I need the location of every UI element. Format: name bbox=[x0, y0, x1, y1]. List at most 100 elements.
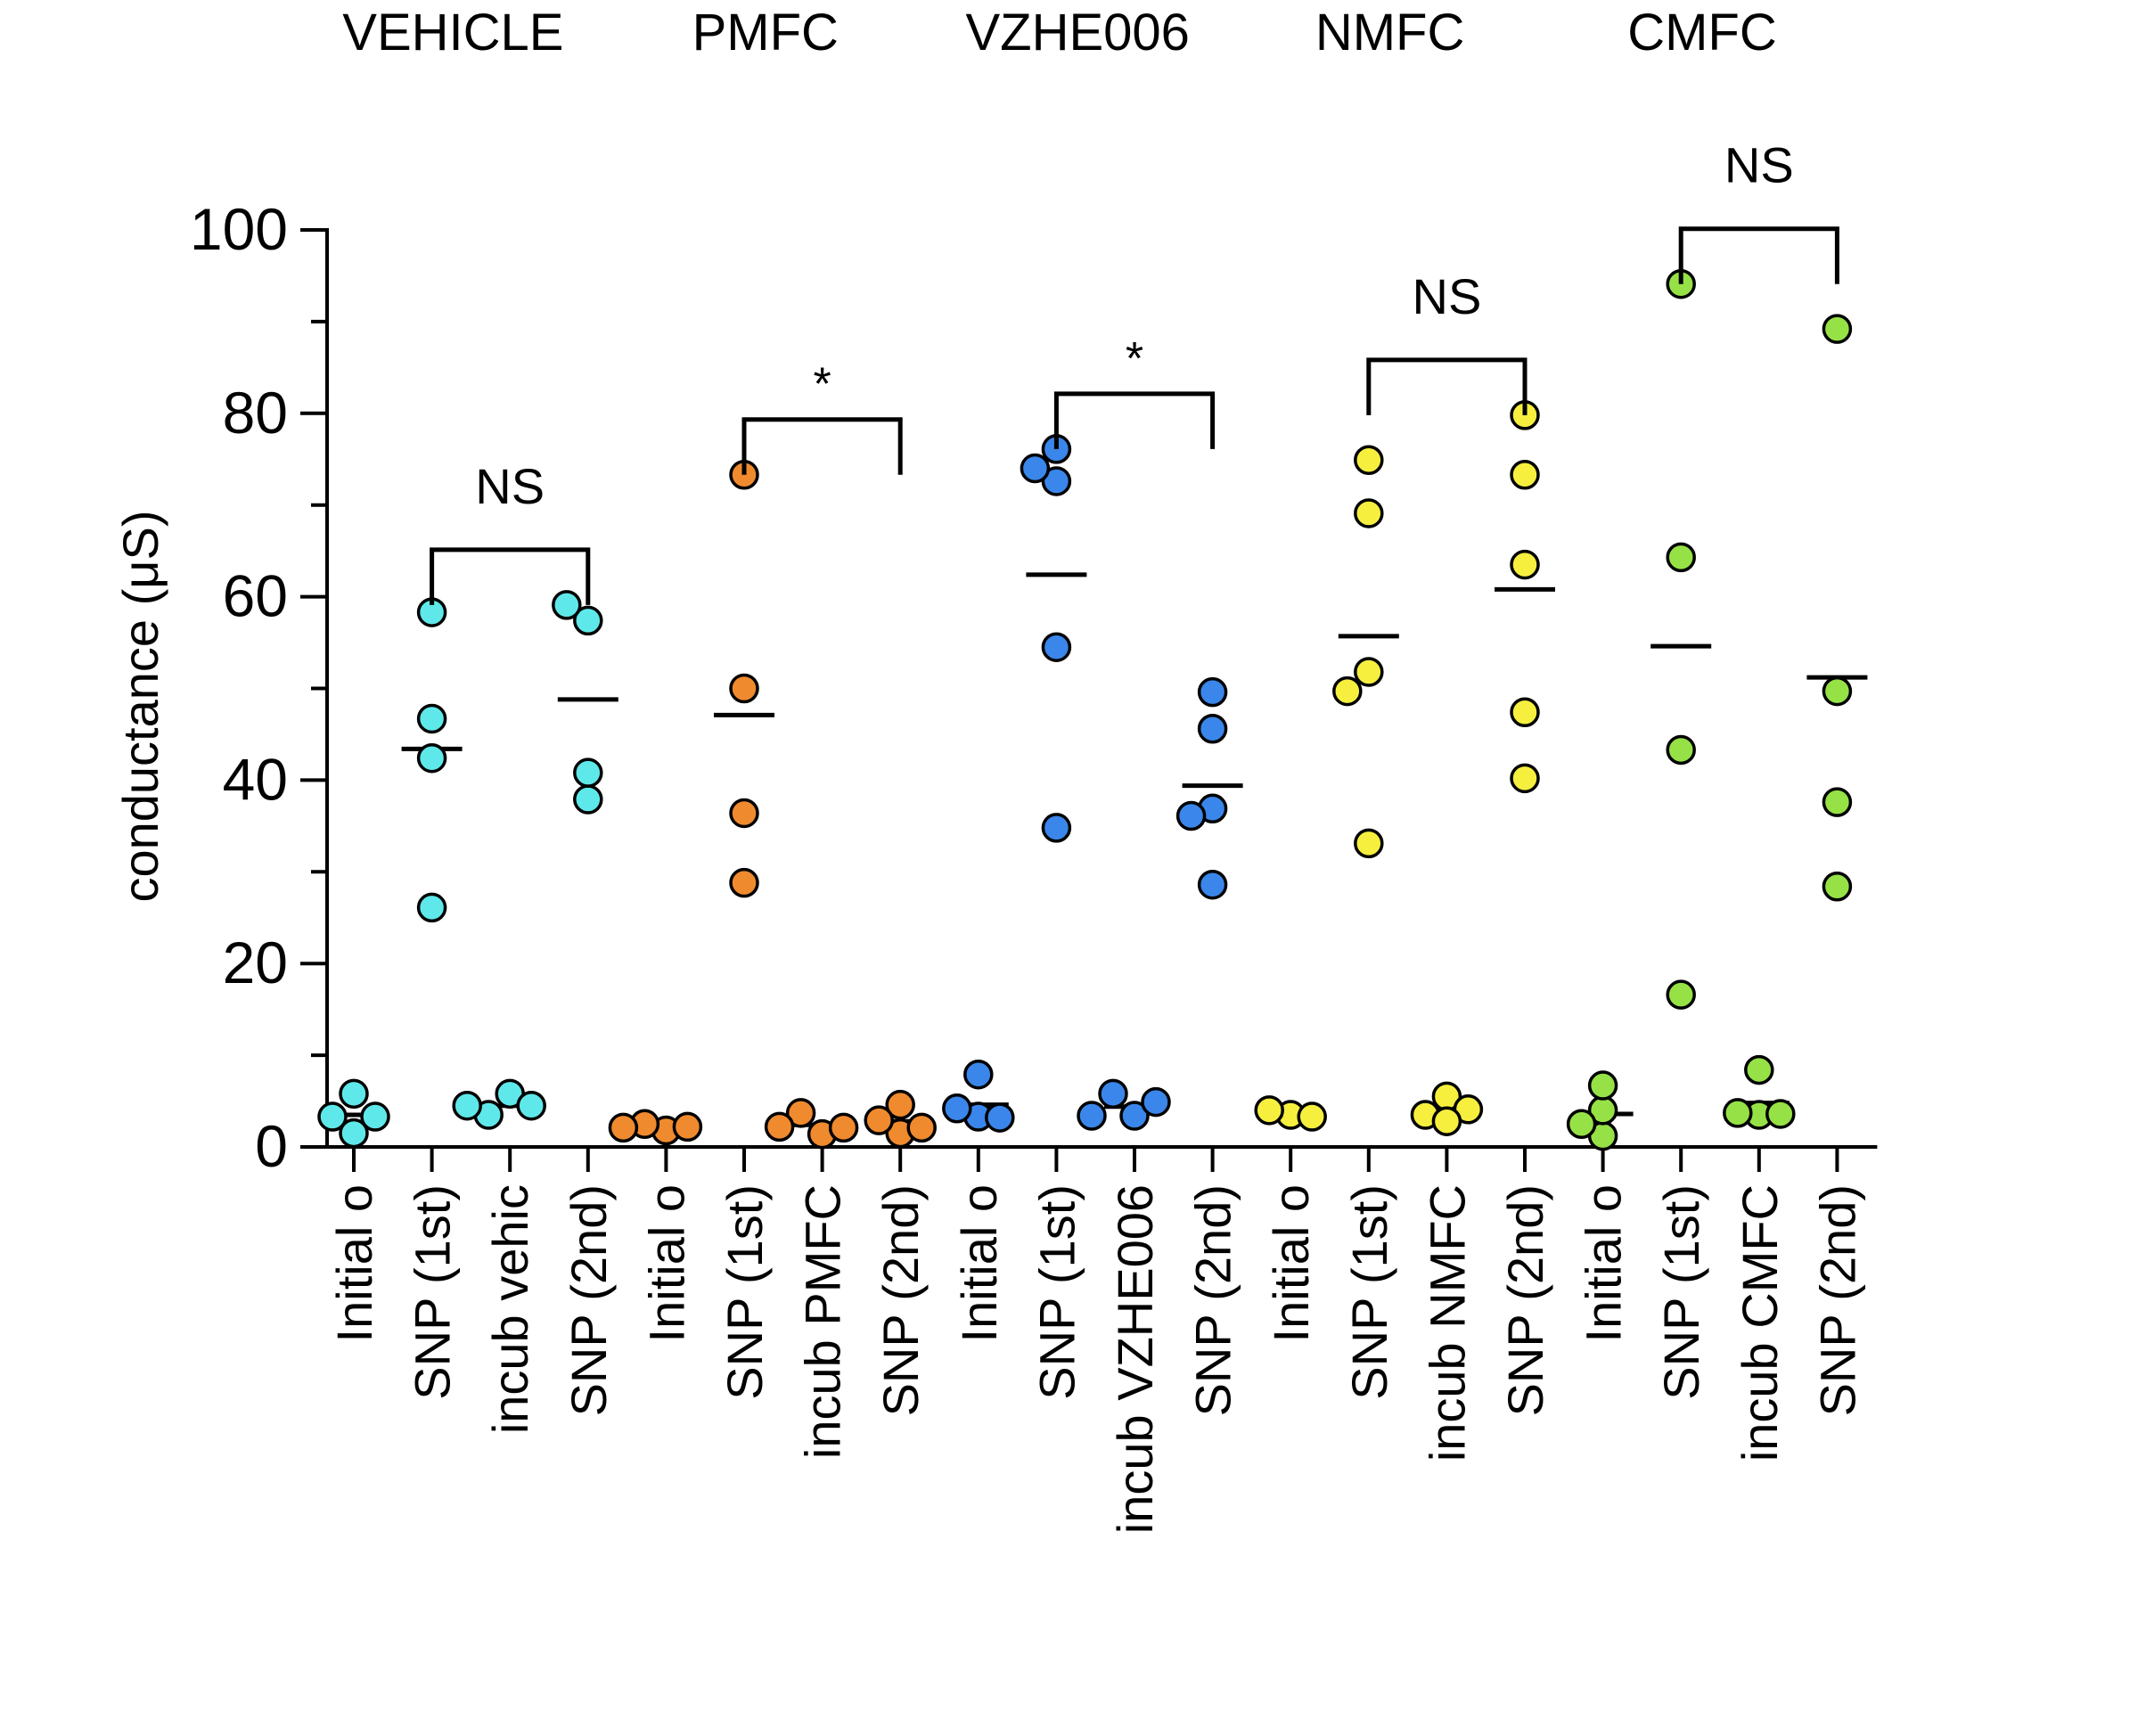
data-point bbox=[1822, 314, 1853, 344]
data-point bbox=[1431, 1106, 1462, 1136]
x-tick-label: SNP (1st) bbox=[1653, 1184, 1709, 1400]
y-tick-label: 80 bbox=[223, 380, 288, 446]
data-point bbox=[1175, 800, 1207, 831]
data-point bbox=[339, 1118, 369, 1149]
data-point bbox=[573, 757, 603, 788]
data-point bbox=[1666, 979, 1696, 1010]
significance-label: * bbox=[813, 359, 831, 411]
y-tick-label: 40 bbox=[223, 746, 288, 812]
y-tick-label: 20 bbox=[223, 929, 288, 995]
data-point bbox=[573, 605, 603, 636]
mean-lines bbox=[324, 572, 1868, 1129]
data-point bbox=[516, 1090, 546, 1121]
data-point bbox=[885, 1089, 915, 1120]
y-tick-label: 0 bbox=[255, 1113, 288, 1179]
data-point bbox=[1666, 542, 1696, 573]
x-tick-label: SNP (2nd) bbox=[561, 1184, 617, 1416]
x-tick-label: Initial o bbox=[1263, 1184, 1319, 1342]
data-point bbox=[416, 892, 447, 923]
data-point bbox=[672, 1111, 703, 1142]
x-tick-label: SNP (2nd) bbox=[1185, 1184, 1241, 1416]
data-point bbox=[608, 1112, 639, 1143]
axes: 0 20 40 60 80 100 conductance (μS) bbox=[112, 196, 1878, 1179]
data-point bbox=[1020, 453, 1051, 484]
data-point bbox=[1141, 1086, 1171, 1118]
x-tick-label: SNP (2nd) bbox=[1809, 1184, 1865, 1416]
data-point bbox=[963, 1059, 994, 1090]
x-tick-label: SNP (1st) bbox=[717, 1184, 773, 1400]
data-point bbox=[906, 1112, 937, 1143]
data-point bbox=[1765, 1099, 1796, 1129]
x-tick-label: incub vehic bbox=[482, 1184, 538, 1434]
data-point bbox=[573, 784, 603, 815]
data-point bbox=[729, 798, 759, 829]
group-title: CMFC bbox=[1627, 4, 1777, 61]
x-tick-label: Initial o bbox=[951, 1184, 1007, 1342]
group-title: VEHICLE bbox=[342, 4, 563, 61]
x-tick-label: SNP (2nd) bbox=[872, 1184, 929, 1416]
data-point bbox=[1587, 1070, 1618, 1101]
x-tick-label: SNP (1st) bbox=[405, 1184, 461, 1400]
data-point bbox=[1822, 787, 1853, 817]
data-point bbox=[1254, 1095, 1284, 1126]
group-title: NMFC bbox=[1315, 4, 1465, 61]
data-point bbox=[552, 590, 582, 620]
y-axis-title: conductance (μS) bbox=[112, 510, 168, 902]
data-point bbox=[1666, 734, 1696, 766]
data-point bbox=[317, 1101, 348, 1132]
data-point bbox=[416, 703, 447, 734]
data-point bbox=[1041, 632, 1072, 662]
data-point bbox=[1354, 498, 1384, 528]
x-tick-label: Initial o bbox=[326, 1184, 382, 1342]
data-point bbox=[985, 1102, 1015, 1133]
x-tick-label: Initial o bbox=[1576, 1184, 1632, 1342]
data-point bbox=[1354, 445, 1384, 476]
data-point bbox=[1510, 697, 1540, 728]
data-point bbox=[1354, 828, 1384, 859]
data-point bbox=[1354, 657, 1384, 687]
x-tick-label: Initial o bbox=[638, 1184, 694, 1342]
significance-bracket bbox=[1053, 391, 1216, 449]
data-point bbox=[764, 1111, 795, 1142]
data-point bbox=[1822, 676, 1853, 707]
y-tick-label: 60 bbox=[223, 563, 288, 629]
significance-label: NS bbox=[1413, 268, 1482, 324]
x-tick-label: incub CMFC bbox=[1732, 1184, 1788, 1462]
significance-label: NS bbox=[1724, 137, 1794, 193]
data-point bbox=[1510, 459, 1540, 490]
data-points bbox=[317, 268, 1853, 1151]
data-point bbox=[828, 1112, 859, 1143]
data-point bbox=[339, 1078, 369, 1110]
significance-label: * bbox=[1126, 333, 1143, 385]
x-tick-label: SNP (1st) bbox=[1028, 1184, 1085, 1400]
significance-bracket bbox=[1678, 226, 1839, 284]
data-point bbox=[1077, 1101, 1107, 1131]
x-tick-label: incub PMFC bbox=[795, 1184, 851, 1459]
significance-bracket bbox=[741, 417, 903, 475]
data-point bbox=[1098, 1078, 1128, 1110]
data-point bbox=[360, 1101, 390, 1132]
labels: Initial o SNP (1st) incub vehic SNP (2nd) VE… bbox=[326, 4, 1865, 1534]
data-point bbox=[729, 867, 759, 898]
data-point bbox=[452, 1090, 482, 1121]
data-point bbox=[1510, 549, 1540, 580]
data-point bbox=[1197, 869, 1228, 900]
significance-brackets: NS * * NS NS bbox=[430, 137, 1839, 605]
data-point bbox=[942, 1093, 972, 1124]
x-tick-label: SNP (2nd) bbox=[1497, 1184, 1553, 1416]
y-tick-label: 100 bbox=[190, 196, 288, 262]
data-point bbox=[1041, 813, 1072, 843]
data-point bbox=[1510, 763, 1540, 794]
x-tick-label: incub VZHE006 bbox=[1107, 1184, 1163, 1534]
significance-bracket bbox=[1366, 357, 1528, 415]
data-point bbox=[1744, 1054, 1774, 1085]
significance-label: NS bbox=[475, 458, 545, 514]
group-title: VZHE006 bbox=[965, 4, 1189, 61]
data-point bbox=[1566, 1109, 1597, 1140]
significance-bracket bbox=[430, 547, 591, 605]
data-point bbox=[416, 742, 447, 774]
data-point bbox=[1723, 1098, 1753, 1128]
data-point bbox=[785, 1098, 816, 1128]
